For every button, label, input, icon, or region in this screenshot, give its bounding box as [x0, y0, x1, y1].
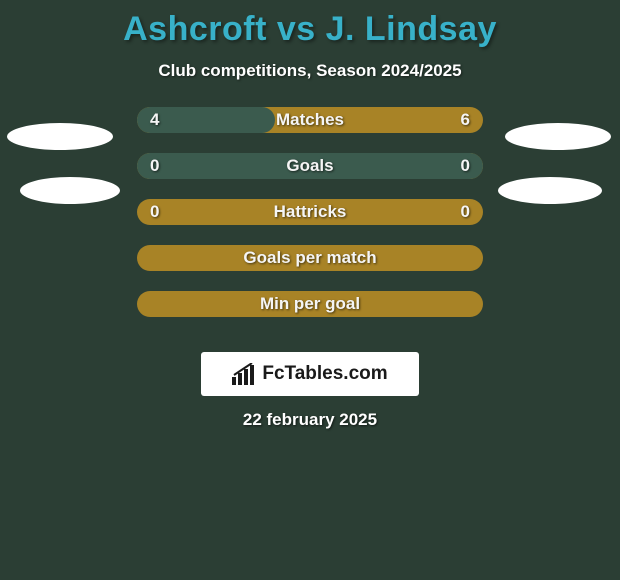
chart-icon: [232, 363, 256, 385]
bar-track: Hattricks: [137, 199, 483, 225]
bar-track: Goals: [137, 153, 483, 179]
decorative-oval: [20, 177, 120, 204]
decorative-oval: [498, 177, 602, 204]
bar-label: Min per goal: [137, 291, 483, 317]
bar-track: Matches: [137, 107, 483, 133]
value-right: 0: [461, 199, 470, 225]
value-right: 0: [461, 153, 470, 179]
logo-text: FcTables.com: [262, 363, 387, 385]
bar-track: Min per goal: [137, 291, 483, 317]
bar-label: Goals per match: [137, 245, 483, 271]
value-left: 0: [150, 153, 159, 179]
value-left: 4: [150, 107, 159, 133]
decorative-oval: [505, 123, 611, 150]
stat-row: Goals0 0: [0, 153, 620, 179]
stat-row: Hattricks0 0: [0, 199, 620, 225]
value-right: 6: [461, 107, 470, 133]
subtitle: Club competitions, Season 2024/2025: [0, 61, 620, 81]
page-title: Ashcroft vs J. Lindsay: [0, 0, 620, 49]
comparison-card: Ashcroft vs J. Lindsay Club competitions…: [0, 0, 620, 580]
value-left: 0: [150, 199, 159, 225]
bar-track: Goals per match: [137, 245, 483, 271]
decorative-oval: [7, 123, 113, 150]
logo: FcTables.com: [232, 363, 387, 385]
bar-label: Hattricks: [137, 199, 483, 225]
stat-row: Min per goal: [0, 291, 620, 317]
stat-row: Goals per match: [0, 245, 620, 271]
logo-box: FcTables.com: [201, 352, 419, 396]
date: 22 february 2025: [0, 410, 620, 430]
bar-fill: [137, 153, 483, 179]
